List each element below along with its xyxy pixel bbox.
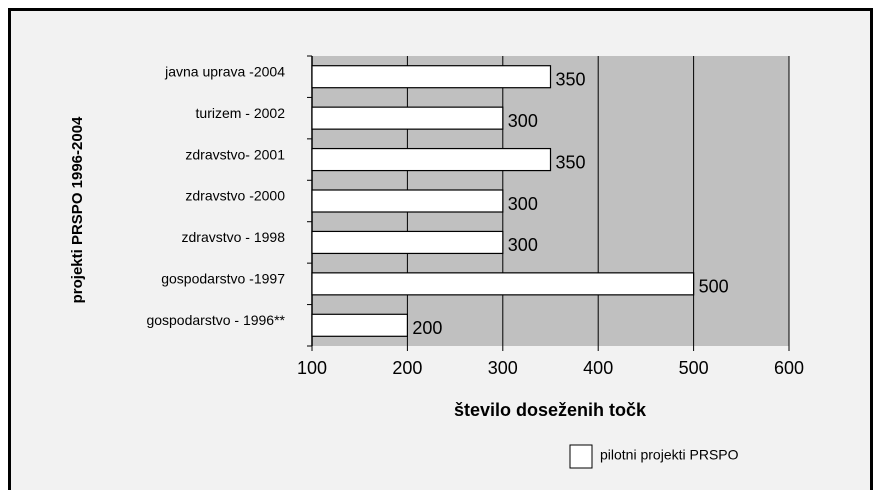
- x-tick-label: 500: [679, 358, 709, 378]
- bar: [311, 189, 504, 213]
- data-label: 350: [556, 152, 586, 172]
- data-label: 300: [508, 111, 538, 131]
- bar: [311, 106, 504, 130]
- legend-label: pilotni projekti PRSPO: [600, 447, 739, 463]
- y-tick-label: gospodarstvo -1997: [161, 271, 285, 287]
- x-axis-label: število doseženih točk: [454, 400, 647, 420]
- bar: [311, 230, 504, 255]
- data-label: 200: [412, 318, 442, 338]
- bar: [311, 272, 695, 296]
- y-tick-label: zdravstvo - 1998: [182, 229, 286, 245]
- x-tick-label: 200: [392, 358, 422, 378]
- data-label: 300: [508, 235, 538, 255]
- data-label: 300: [508, 194, 538, 214]
- y-tick-label: zdravstvo -2000: [185, 188, 285, 204]
- y-tick-label: gospodarstvo - 1996**: [146, 312, 285, 328]
- data-label: 500: [699, 277, 729, 297]
- y-tick-label: javna uprava -2004: [164, 63, 285, 79]
- bar: [311, 65, 552, 89]
- x-tick-label: 100: [297, 358, 327, 378]
- y-tick-label: turizem - 2002: [196, 105, 286, 121]
- x-tick-label: 400: [583, 358, 613, 378]
- y-axis-label: projekti PRSPO 1996-2004: [69, 116, 86, 303]
- bar: [311, 313, 409, 337]
- x-tick-label: 300: [488, 358, 518, 378]
- bar: [311, 147, 552, 172]
- y-tick-label: zdravstvo- 2001: [185, 146, 285, 162]
- x-tick-label: 600: [774, 358, 804, 378]
- data-label: 350: [556, 69, 586, 89]
- legend-swatch: [569, 444, 593, 469]
